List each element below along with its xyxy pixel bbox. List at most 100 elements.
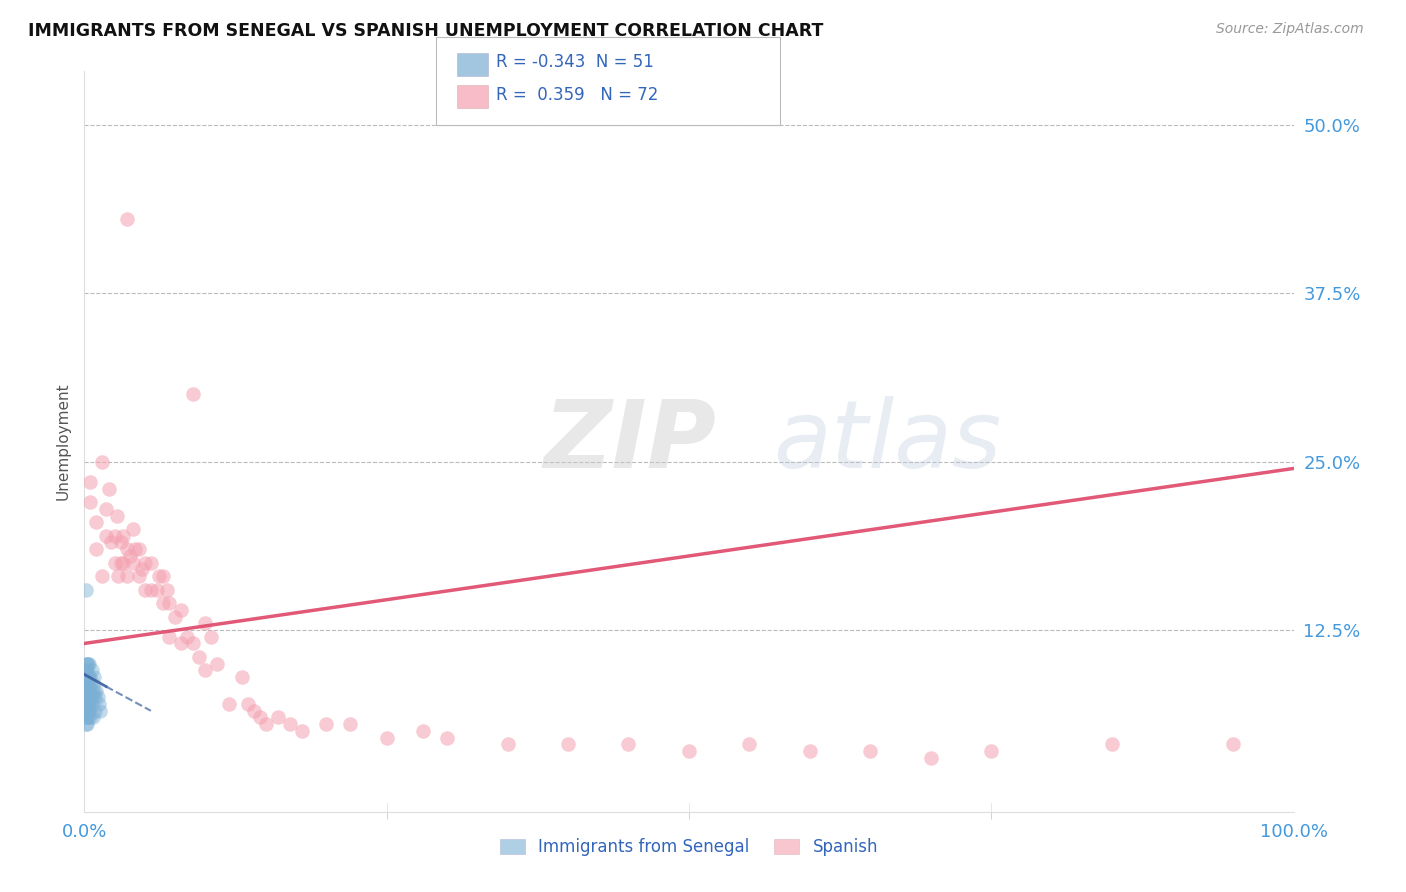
Point (80, 683, 103, 698)
Point (105, 508, 128, 523)
Point (77, 697, 100, 711)
Point (79, 690, 101, 705)
Point (134, 556, 156, 570)
Point (77, 657, 100, 671)
Point (77, 657, 100, 671)
Point (94, 529, 117, 543)
Point (77, 704, 100, 718)
Point (76, 664, 98, 678)
Point (89, 704, 111, 718)
Point (110, 556, 132, 570)
Point (188, 649, 211, 664)
Point (112, 529, 135, 543)
Point (82, 677, 104, 691)
Point (77, 704, 100, 718)
Point (86, 683, 108, 698)
Point (76, 704, 98, 718)
Point (181, 387, 204, 401)
Text: Source: ZipAtlas.com: Source: ZipAtlas.com (1216, 22, 1364, 37)
Point (267, 710, 290, 724)
Point (557, 738, 579, 752)
Text: R = -0.343  N = 51: R = -0.343 N = 51 (496, 54, 654, 71)
Point (1222, 738, 1244, 752)
Point (75, 697, 97, 711)
Point (291, 723, 314, 738)
Point (980, 744, 1002, 758)
Point (128, 542, 150, 557)
Point (84, 690, 107, 705)
Point (79, 677, 101, 691)
Point (82, 690, 104, 705)
Point (76, 670, 98, 684)
Point (496, 738, 519, 752)
Point (278, 717, 301, 731)
Text: atlas: atlas (773, 396, 1002, 487)
Point (84, 704, 107, 718)
Point (131, 562, 153, 576)
Point (152, 596, 174, 610)
Point (920, 751, 942, 765)
Point (76, 657, 98, 671)
Point (79, 670, 101, 684)
Point (799, 744, 821, 758)
Point (176, 630, 198, 644)
Point (75, 717, 97, 731)
Point (124, 542, 146, 557)
Point (339, 717, 361, 731)
Point (76, 690, 98, 705)
Point (194, 664, 217, 678)
Point (76, 717, 98, 731)
Point (75, 690, 97, 705)
Y-axis label: Unemployment: Unemployment (55, 383, 70, 500)
Point (146, 582, 169, 597)
Text: R =  0.359   N = 72: R = 0.359 N = 72 (496, 87, 658, 104)
Point (75, 657, 97, 671)
Point (121, 522, 143, 536)
Point (249, 710, 271, 724)
Point (218, 697, 240, 711)
Point (77, 683, 100, 698)
Point (82, 710, 104, 724)
Legend: Immigrants from Senegal, Spanish: Immigrants from Senegal, Spanish (494, 831, 884, 863)
Point (97, 482, 120, 496)
Point (1101, 738, 1123, 752)
Point (104, 556, 127, 570)
Point (170, 636, 193, 650)
Point (112, 556, 135, 570)
Point (79, 710, 101, 724)
Point (75, 582, 97, 597)
Point (75, 670, 97, 684)
Point (148, 569, 170, 583)
Point (859, 744, 882, 758)
Point (77, 670, 100, 684)
Point (77, 683, 100, 698)
Point (87, 697, 110, 711)
Point (77, 677, 100, 691)
Point (121, 556, 143, 570)
Point (75, 683, 97, 698)
Point (139, 556, 162, 570)
Point (231, 670, 253, 684)
Point (115, 569, 138, 583)
Point (80, 664, 103, 678)
Point (152, 569, 174, 583)
Point (86, 690, 108, 705)
Point (181, 636, 204, 650)
Point (194, 616, 217, 631)
Point (170, 603, 193, 617)
Point (77, 690, 100, 705)
Point (75, 664, 97, 678)
Point (375, 731, 398, 745)
Point (207, 657, 229, 671)
Point (139, 582, 162, 597)
Point (200, 630, 222, 644)
Point (94, 501, 117, 516)
Point (83, 683, 105, 698)
Point (254, 717, 277, 731)
Point (115, 212, 138, 227)
Point (412, 723, 434, 738)
Point (86, 516, 108, 530)
Point (76, 710, 98, 724)
Point (76, 697, 98, 711)
Point (315, 717, 337, 731)
